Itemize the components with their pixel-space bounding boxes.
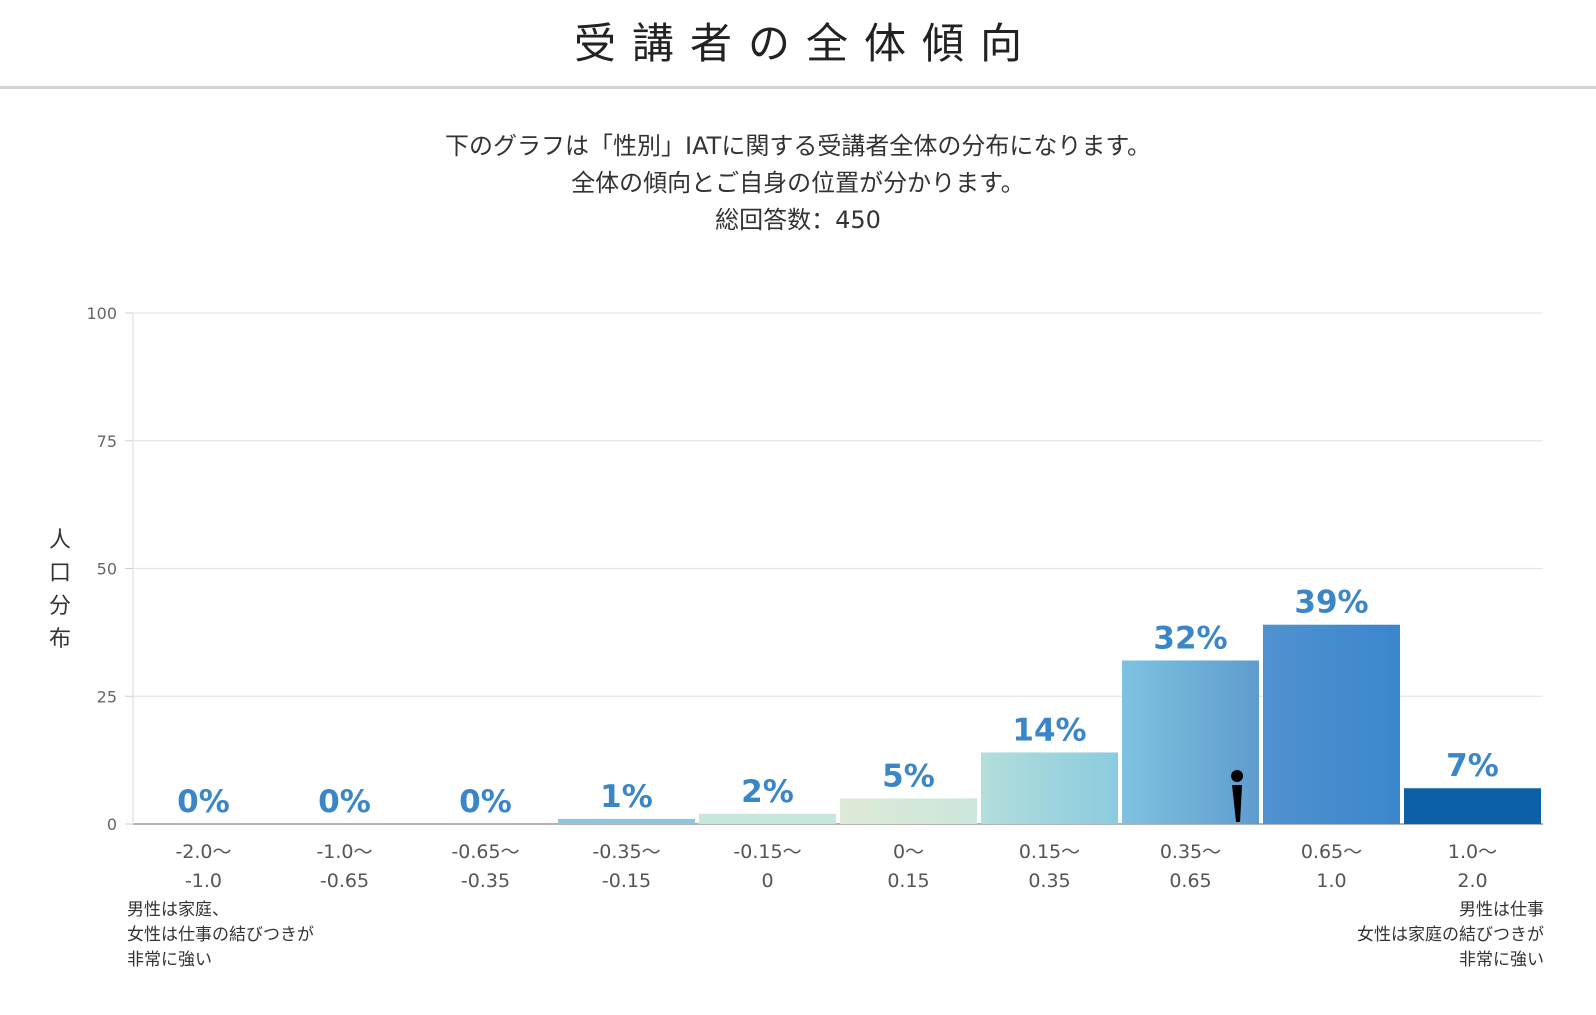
y-axis-label-char-0: 人 xyxy=(48,528,71,553)
page-header: 受講者の全体傾向 xyxy=(0,0,1596,89)
bar-5 xyxy=(840,798,977,824)
axis-note-left: 男性は家庭、 女性は仕事の結びつきが 非常に強い xyxy=(127,898,314,973)
axis-note-right: 男性は仕事 女性は家庭の結びつきが 非常に強い xyxy=(1357,898,1544,973)
axis-note-left-line-3: 非常に強い xyxy=(127,950,212,970)
axis-note-right-line-2: 女性は家庭の結びつきが xyxy=(1357,925,1544,945)
y-tick-label: 0 xyxy=(107,815,117,834)
data-label: 1% xyxy=(600,779,653,815)
marker-body xyxy=(1232,785,1243,822)
bar-8 xyxy=(1263,624,1400,824)
x-tick-label: 0.65〜 xyxy=(1301,841,1362,863)
x-tick-label: 0.15 xyxy=(887,870,929,892)
axis-note-left-line-2: 女性は仕事の結びつきが xyxy=(127,925,314,945)
y-axis-label-char-3: 布 xyxy=(48,627,71,652)
x-tick-label: 2.0 xyxy=(1457,870,1487,892)
intro-line-1: 下のグラフは「性別」IATに関する受講者全体の分布になります。 xyxy=(445,132,1151,160)
x-tick-label: -2.0〜 xyxy=(175,841,231,863)
person-marker-icon xyxy=(1231,770,1244,822)
bar-4 xyxy=(699,813,836,824)
marker-head xyxy=(1231,770,1244,782)
x-tick-label: -0.15 xyxy=(602,870,651,892)
bar-9 xyxy=(1404,788,1541,824)
x-tick-label: 0.35〜 xyxy=(1160,841,1221,863)
x-tick-label: 0 xyxy=(761,870,773,892)
x-tick-label: 0.65 xyxy=(1169,870,1211,892)
axis-note-right-line-1: 男性は仕事 xyxy=(1459,900,1544,920)
y-axis-label-char-1: 口 xyxy=(48,561,71,586)
x-tick-label: -1.0〜 xyxy=(316,841,372,863)
intro-line-2: 全体の傾向とご自身の位置が分かります。 xyxy=(571,169,1025,197)
y-tick-label: 75 xyxy=(97,432,117,451)
data-label: 0% xyxy=(459,784,512,820)
bar-6 xyxy=(981,752,1118,824)
x-tick-label: -0.35〜 xyxy=(592,841,660,863)
intro-text: 下のグラフは「性別」IATに関する受講者全体の分布になります。 全体の傾向とご自… xyxy=(0,128,1596,239)
y-tick-label: 25 xyxy=(97,687,117,706)
data-label: 2% xyxy=(741,774,794,810)
x-tick-label: 0.35 xyxy=(1028,870,1070,892)
data-label: 7% xyxy=(1446,748,1499,784)
y-axis-label: 人口分布 xyxy=(46,524,74,656)
data-label: 5% xyxy=(882,758,935,794)
x-tick-label: 0〜 xyxy=(893,841,924,863)
data-label: 0% xyxy=(318,784,371,820)
x-tick-label: 0.15〜 xyxy=(1019,841,1080,863)
x-tick-label: 1.0〜 xyxy=(1448,841,1497,863)
data-label: 39% xyxy=(1294,585,1368,621)
intro-line-3: 総回答数：450 xyxy=(715,206,881,234)
y-axis-label-char-2: 分 xyxy=(48,594,71,619)
x-tick-label: -0.35 xyxy=(461,870,510,892)
data-label: 32% xyxy=(1153,620,1227,656)
axis-note-right-line-3: 非常に強い xyxy=(1459,950,1544,970)
page-title: 受講者の全体傾向 xyxy=(573,19,1038,68)
y-tick-label: 50 xyxy=(97,560,117,579)
data-label: 0% xyxy=(177,784,230,820)
x-tick-label: -0.15〜 xyxy=(733,841,801,863)
x-tick-label: -0.65〜 xyxy=(451,841,519,863)
data-label: 14% xyxy=(1012,712,1086,748)
axis-note-left-line-1: 男性は家庭、 xyxy=(127,900,229,920)
y-tick-label: 100 xyxy=(86,304,117,323)
bar-3 xyxy=(558,818,695,824)
x-tick-label: -1.0 xyxy=(185,870,222,892)
x-tick-label: 1.0 xyxy=(1316,870,1346,892)
x-tick-label: -0.65 xyxy=(320,870,369,892)
